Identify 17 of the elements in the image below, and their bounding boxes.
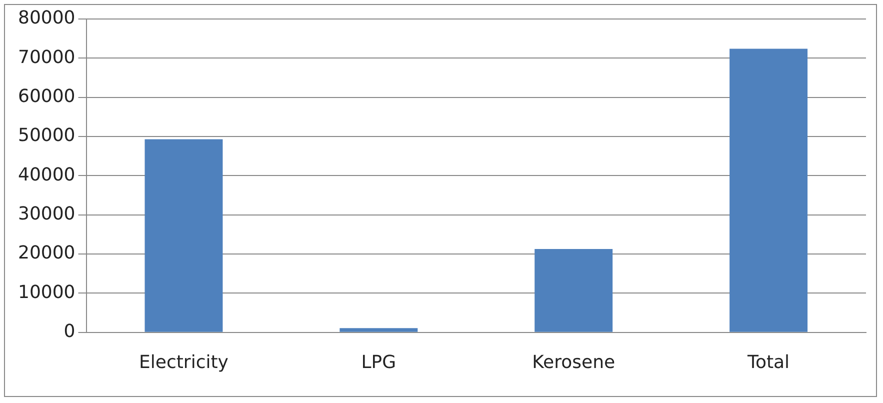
y-tick-label: 40000 <box>18 164 76 186</box>
y-tick-label: 30000 <box>18 204 76 225</box>
y-tick-label: 10000 <box>18 282 76 303</box>
y-tick-label: 20000 <box>18 242 76 264</box>
x-tick-label: Kerosene <box>532 352 616 373</box>
bar <box>534 248 613 332</box>
y-tick-label: 0 <box>64 321 76 342</box>
y-tick-label: 80000 <box>18 8 76 29</box>
bar <box>144 139 223 332</box>
x-tick-label: Electricity <box>139 352 229 373</box>
y-tick-label: 60000 <box>18 86 76 108</box>
x-tick-label: Total <box>746 352 790 373</box>
bar <box>730 48 808 332</box>
x-tick-label: LPG <box>361 352 396 373</box>
y-tick-label: 50000 <box>18 125 76 146</box>
bar <box>340 328 418 332</box>
y-tick-label: 70000 <box>18 46 76 68</box>
